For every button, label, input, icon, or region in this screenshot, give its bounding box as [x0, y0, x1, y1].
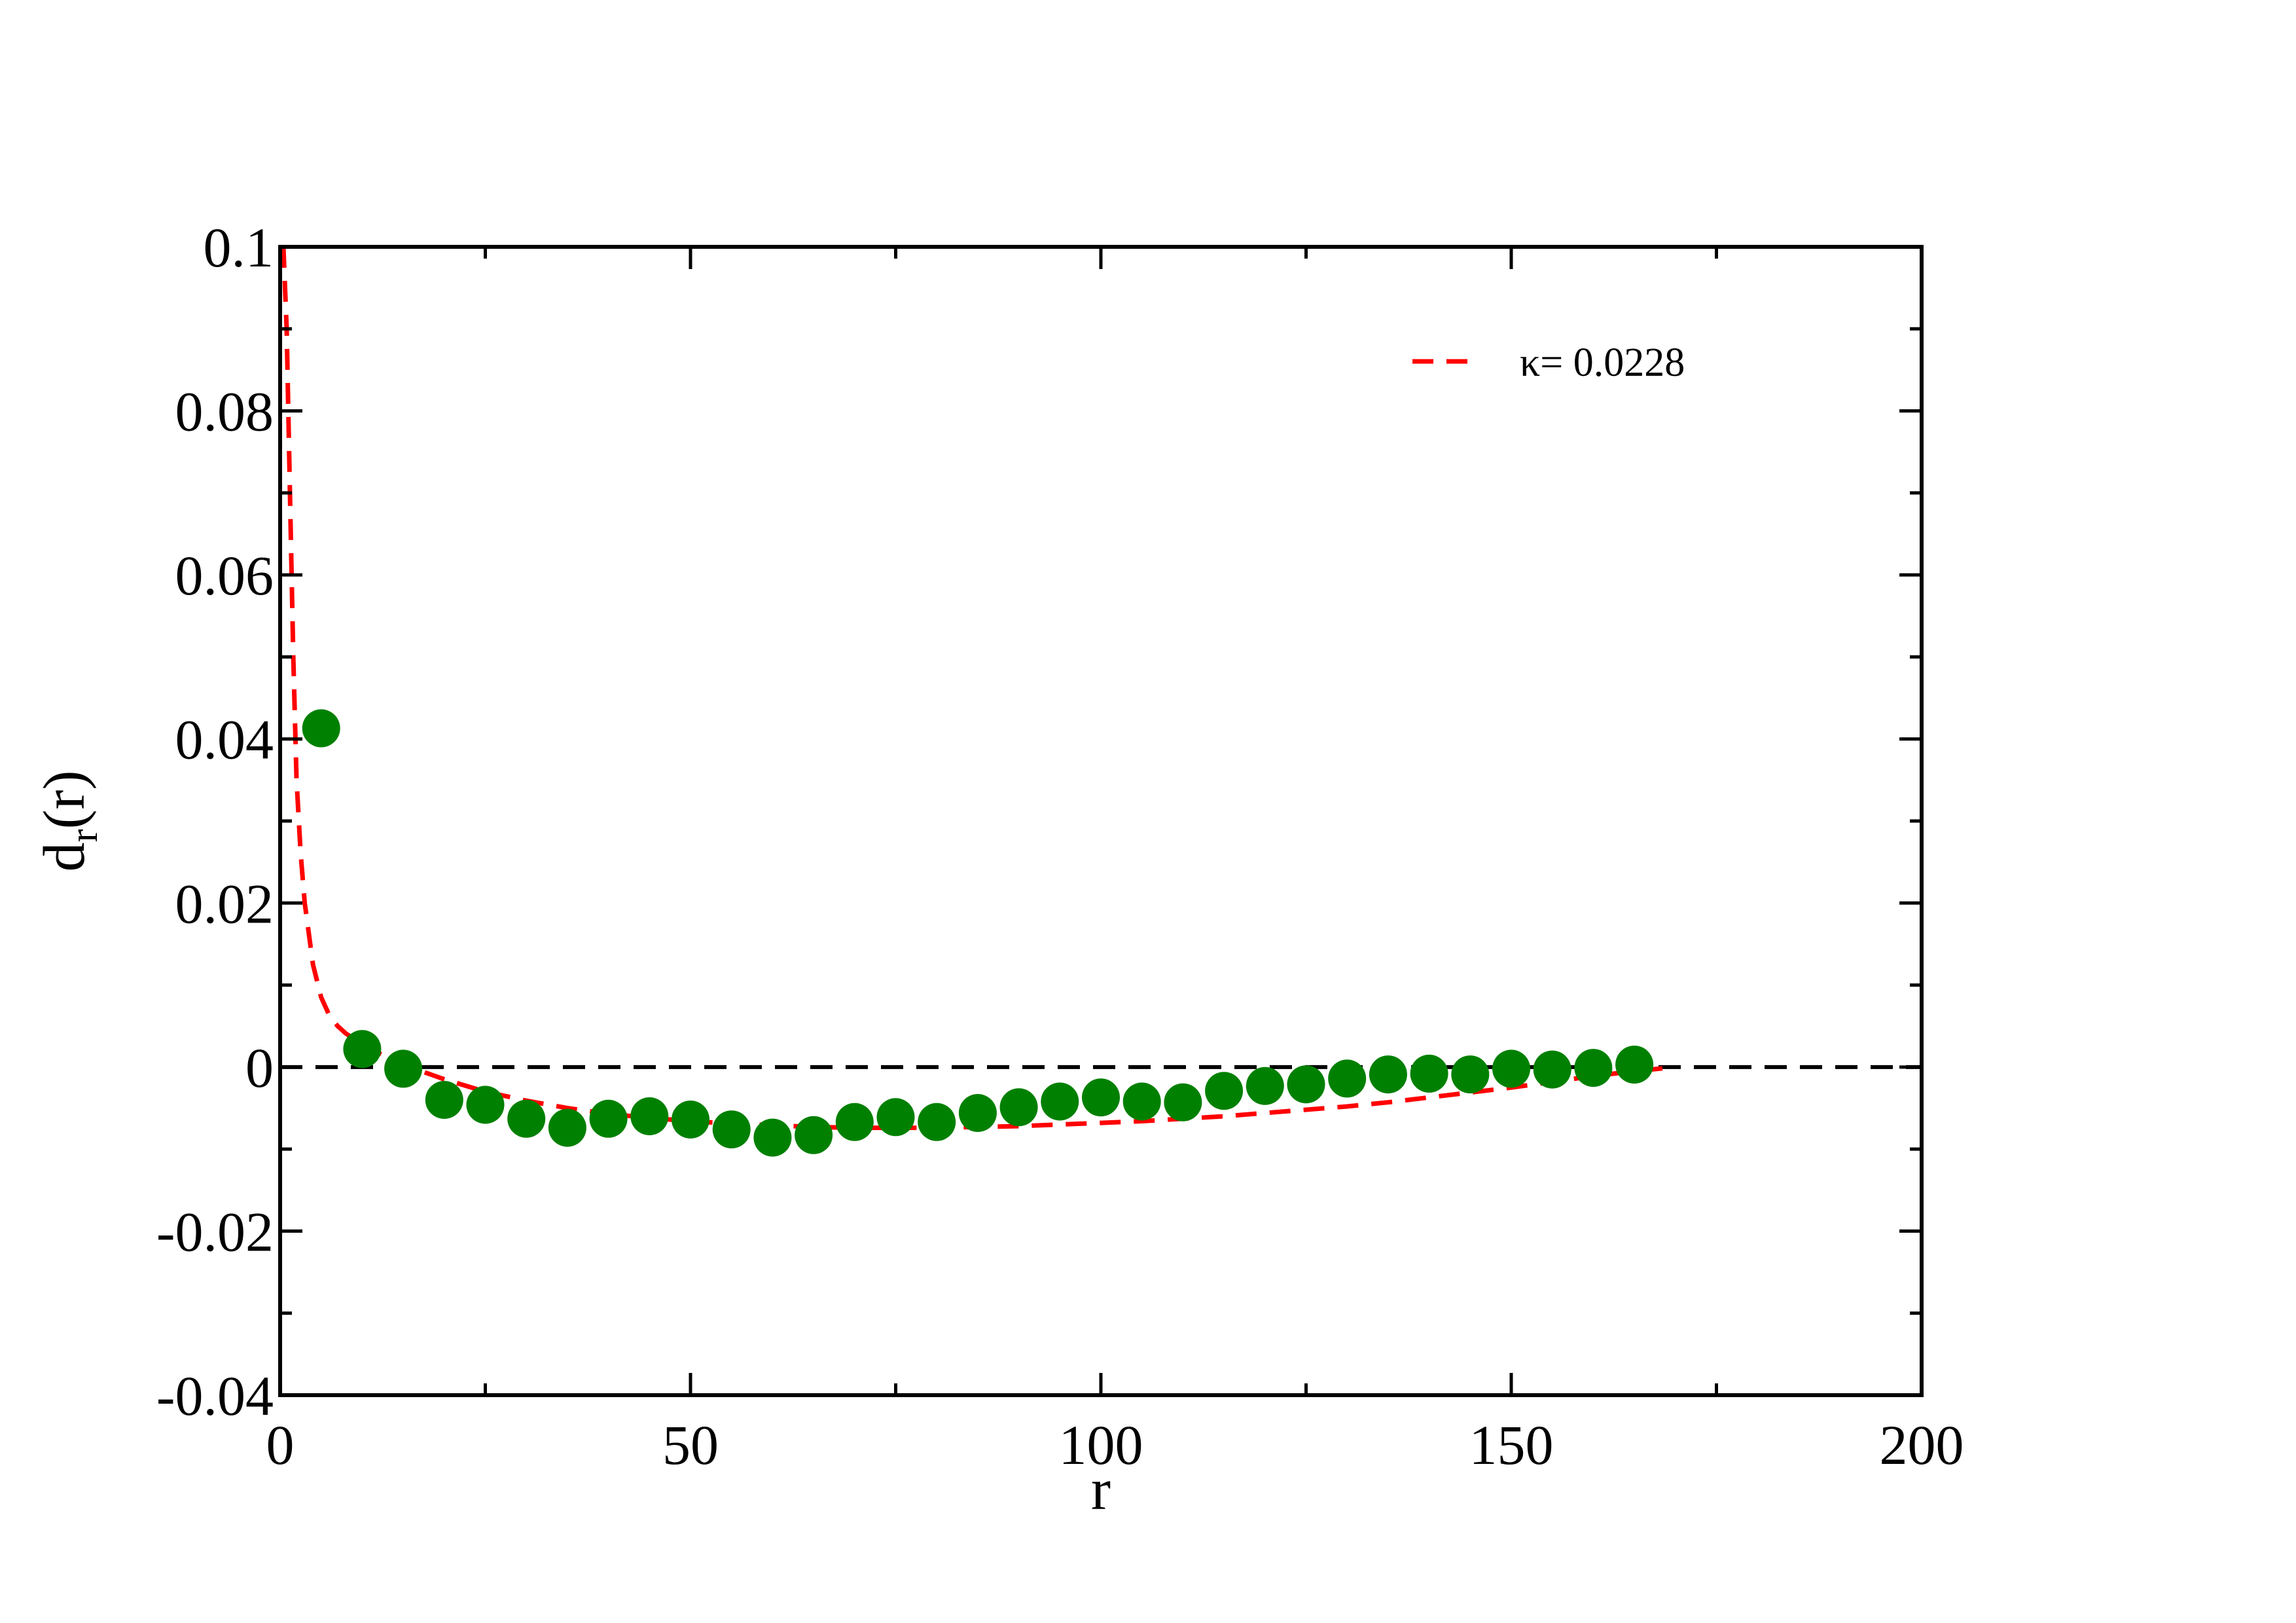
data-point: [1122, 1082, 1161, 1121]
y-tick-label: -0.02: [156, 1200, 274, 1263]
data-point: [958, 1094, 997, 1132]
fit-curve-line: [281, 247, 1676, 1131]
x-tick-label: 100: [1059, 1413, 1143, 1476]
data-point: [1328, 1059, 1367, 1098]
data-point: [876, 1098, 915, 1137]
data-point: [1164, 1083, 1202, 1122]
data-point: [343, 1030, 382, 1068]
x-tick-label: 0: [266, 1413, 295, 1476]
y-tick-label: 0: [245, 1036, 274, 1099]
y-tick-label: 0.1: [204, 216, 274, 279]
data-point: [384, 1049, 423, 1088]
data-point: [712, 1110, 751, 1149]
data-point: [1574, 1049, 1613, 1087]
y-tick-label: 0.04: [175, 708, 274, 771]
y-tick-labels: -0.04 -0.02 0 0.02 0.04 0.06 0.08 0.1: [156, 216, 274, 1427]
x-tick-label: 150: [1469, 1413, 1554, 1476]
y-tick-label: -0.04: [156, 1364, 274, 1427]
x-tick-labels: 0 50 100 150 200: [266, 1413, 1964, 1476]
x-tick-label: 50: [662, 1413, 719, 1476]
data-point: [1533, 1050, 1571, 1089]
x-axis-label: r: [1091, 1457, 1111, 1522]
data-point: [672, 1101, 709, 1139]
y-tick-label: 0.06: [175, 544, 274, 607]
data-point: [630, 1097, 669, 1135]
data-points: [302, 709, 1654, 1157]
fit-curve: [281, 247, 1676, 1131]
data-point: [753, 1118, 792, 1157]
data-point: [1246, 1067, 1284, 1105]
data-point: [466, 1085, 505, 1124]
data-point: [1287, 1065, 1325, 1104]
y-axis-label-tail: (r): [32, 771, 97, 830]
data-point: [1451, 1055, 1490, 1094]
data-point: [1410, 1054, 1448, 1093]
data-point: [507, 1099, 546, 1138]
data-point: [302, 709, 340, 748]
y-tick-label: 0.08: [175, 380, 274, 443]
legend-label: κ= 0.0228: [1520, 340, 1685, 385]
data-point: [1492, 1049, 1530, 1088]
data-point: [1369, 1055, 1407, 1094]
data-point: [1082, 1078, 1120, 1117]
data-point: [918, 1103, 956, 1141]
axis-ticks: [278, 245, 1924, 1397]
data-point: [999, 1088, 1038, 1127]
data-point: [795, 1116, 833, 1154]
y-axis-label-sub: r: [62, 829, 105, 842]
y-tick-label: 0.02: [175, 872, 274, 935]
data-point: [1205, 1072, 1244, 1110]
data-point: [1041, 1082, 1079, 1121]
data-point: [425, 1081, 463, 1119]
y-axis-label: dr(r): [32, 771, 105, 872]
legend: κ= 0.0228: [1412, 340, 1685, 385]
data-point: [589, 1099, 628, 1138]
x-tick-label: 200: [1880, 1413, 1964, 1476]
data-point: [1615, 1046, 1654, 1084]
data-point: [548, 1108, 586, 1147]
data-point: [835, 1103, 874, 1141]
plot-frame: [278, 245, 1924, 1397]
y-axis-label-main: d: [32, 842, 97, 871]
